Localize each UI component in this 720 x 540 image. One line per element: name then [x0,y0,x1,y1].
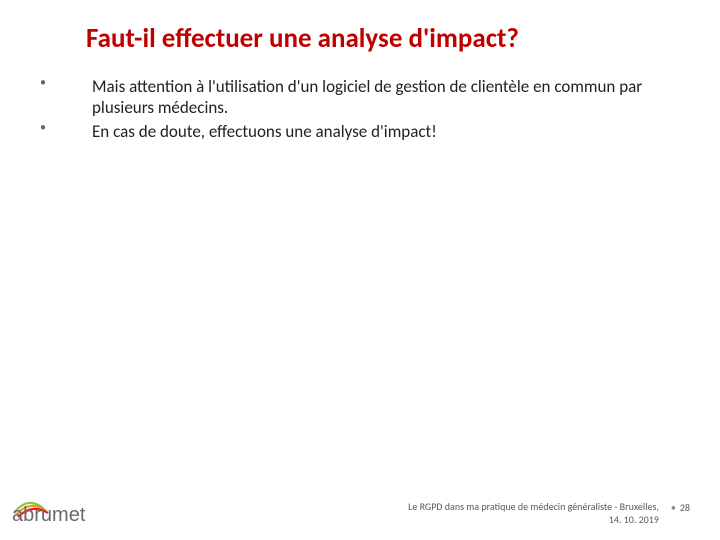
bullet-marker: • [34,76,92,91]
footer-page-block: • 28 [671,501,690,514]
bullet-item: • En cas de doute, effectuons une analys… [34,121,660,142]
slide: Faut-il effectuer une analyse d'impact? … [0,0,720,540]
footer-text-block: Le RGPD dans ma pratique de médecin géné… [408,501,659,526]
slide-title: Faut-il effectuer une analyse d'impact? [86,22,690,55]
bullet-text: En cas de doute, effectuons une analyse … [92,121,660,142]
bullet-item: • Mais attention à l'utilisation d'un lo… [34,76,660,119]
footer-page-marker: • [671,501,676,514]
brand-logo: abrumet [12,487,122,528]
slide-body: • Mais attention à l'utilisation d'un lo… [34,76,660,144]
bullet-text: Mais attention à l'utilisation d'un logi… [92,76,660,119]
slide-title-text: Faut-il effectuer une analyse d'impact? [86,22,519,55]
footer-line-1: Le RGPD dans ma pratique de médecin géné… [408,501,659,514]
abrumet-logo-svg: abrumet [12,487,122,523]
footer-page-number: 28 [680,501,690,514]
slide-footer: Le RGPD dans ma pratique de médecin géné… [408,501,690,526]
bullet-marker: • [34,121,92,136]
footer-line-2: 14. 10. 2019 [408,514,659,527]
logo-text: abrumet [12,504,86,523]
